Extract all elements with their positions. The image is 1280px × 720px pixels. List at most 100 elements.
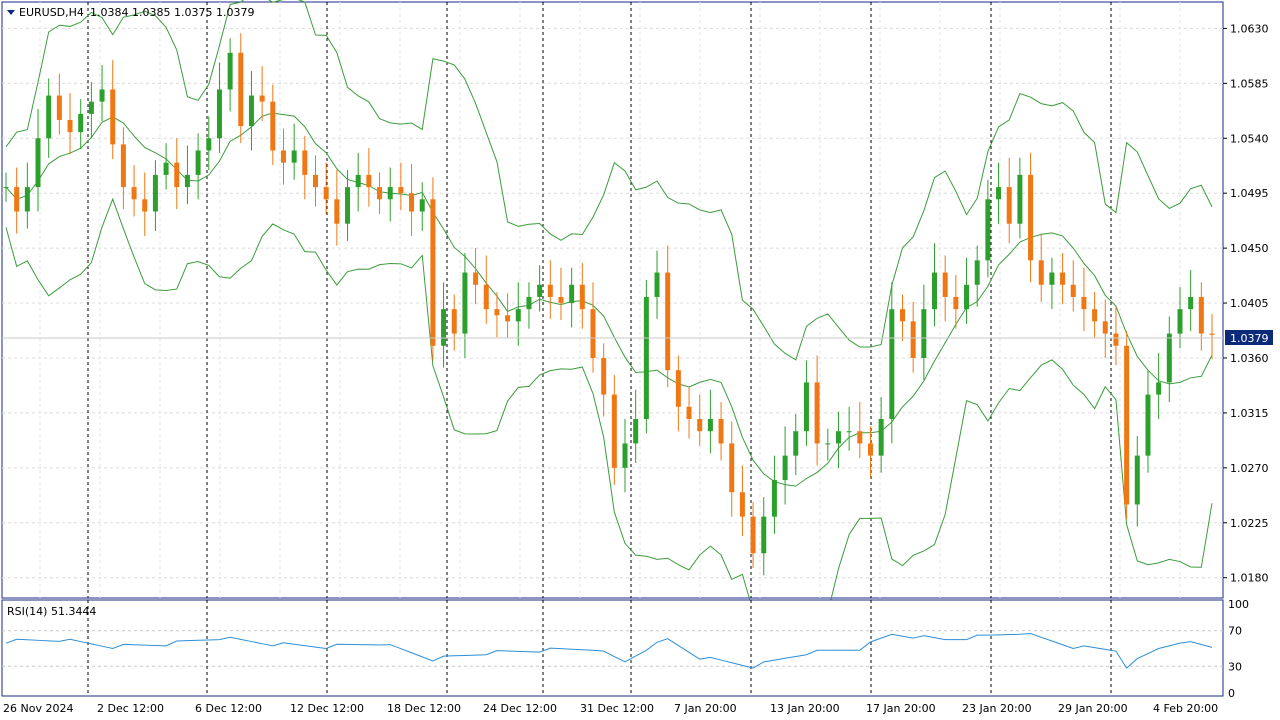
candle-body	[697, 419, 703, 432]
candle-body	[1145, 394, 1151, 456]
candle-body	[665, 272, 671, 371]
candle-body	[1038, 260, 1044, 285]
candle-body	[366, 174, 372, 188]
candle-body	[579, 284, 585, 310]
rsi-pane[interactable]	[1, 599, 1224, 697]
price-tick-label: 1.0360	[1230, 352, 1269, 365]
time-label: 4 Feb 20:00	[1153, 702, 1218, 715]
candle-body	[46, 95, 52, 139]
candle-body	[1017, 174, 1023, 224]
candle-body	[1188, 296, 1194, 310]
candle-body	[1049, 272, 1055, 285]
candle-body	[974, 260, 980, 285]
time-label: 7 Jan 20:00	[674, 702, 737, 715]
candle-body	[334, 199, 340, 224]
candle-body	[569, 284, 575, 304]
candle-body	[280, 150, 286, 163]
candle-body	[1198, 296, 1204, 334]
candle-body	[537, 284, 543, 297]
price-tick-label: 1.0495	[1230, 187, 1269, 200]
candle-body	[227, 52, 233, 90]
bollinger-lower	[5, 197, 1213, 632]
candle-body	[1177, 309, 1183, 334]
candle-body	[515, 309, 521, 322]
rsi-label: RSI(14) 51.3444	[7, 605, 96, 618]
candle-body	[67, 119, 73, 133]
candle-body	[206, 138, 212, 151]
candle-body	[313, 174, 319, 188]
candle-body	[1156, 382, 1162, 395]
rsi-period-separators	[87, 600, 1112, 696]
candle-body	[398, 187, 404, 194]
candle-body	[142, 199, 148, 212]
candle-body	[505, 315, 511, 322]
price-pane[interactable]	[1, 1, 1224, 599]
candle-body	[878, 419, 884, 456]
candle-body	[675, 370, 681, 407]
candle-body	[910, 321, 916, 358]
candle-body	[56, 95, 62, 120]
candle-body	[996, 187, 1002, 200]
price-tick-label: 1.0585	[1230, 77, 1269, 90]
candle-body	[302, 150, 308, 175]
bollinger-middle	[5, 112, 1213, 487]
candle-body	[1209, 333, 1215, 335]
candle-body	[238, 52, 244, 127]
candle-body	[707, 419, 713, 432]
time-label: 18 Dec 12:00	[387, 702, 461, 715]
price-tick-label: 1.0450	[1230, 242, 1269, 255]
candle-body	[953, 296, 959, 310]
candle-body	[174, 162, 180, 188]
time-label: 13 Jan 20:00	[770, 702, 840, 715]
candle-body	[846, 431, 852, 433]
candle-body	[152, 174, 158, 212]
candle-body	[270, 101, 276, 151]
candle-body	[803, 382, 809, 432]
time-label: 6 Dec 12:00	[195, 702, 262, 715]
candle-body	[825, 443, 831, 445]
rsi-tick-label: 70	[1228, 625, 1242, 638]
candle-body	[526, 296, 532, 310]
candle-body	[1113, 333, 1119, 346]
bollinger-upper	[5, 0, 1213, 361]
candle-body	[793, 431, 799, 456]
candle-body	[387, 187, 393, 200]
candle-body	[35, 138, 41, 188]
candle-body	[355, 174, 361, 188]
time-label: 12 Dec 12:00	[290, 702, 364, 715]
candle-body	[1102, 321, 1108, 334]
candle-body	[1006, 187, 1012, 224]
candle-body	[750, 516, 756, 554]
candle-body	[409, 193, 415, 212]
price-tick-label: 1.0225	[1230, 517, 1269, 530]
time-label: 31 Dec 12:00	[580, 702, 654, 715]
candle-body	[419, 199, 425, 212]
candle-body	[291, 150, 297, 163]
price-tick-label: 1.0270	[1230, 462, 1269, 475]
price-tick-label: 1.0630	[1230, 22, 1269, 35]
rsi-axis: 100 70 30 0	[1228, 598, 1249, 700]
candle-body	[345, 187, 351, 224]
candle-body	[985, 199, 991, 261]
candle-body	[899, 309, 905, 322]
candle-body	[932, 272, 938, 310]
candle-body	[99, 89, 105, 102]
candle-body	[857, 431, 863, 444]
candle-body	[110, 89, 116, 145]
candle-body	[1060, 272, 1066, 285]
triangle-down-icon[interactable]	[7, 10, 15, 15]
candle-body	[462, 272, 468, 334]
candle-body	[441, 309, 447, 346]
candle-body	[451, 309, 457, 334]
price-tick-label: 1.0180	[1230, 572, 1269, 585]
candle-body	[3, 187, 9, 189]
candle-body	[633, 419, 639, 444]
candle-body	[835, 431, 841, 444]
candle-body	[761, 516, 767, 554]
price-axis[interactable]: 1.0630 1.0585 1.0540 1.0495 1.0450 1.0405 1.03…	[1223, 22, 1269, 585]
price-tick-label: 1.0405	[1230, 297, 1269, 310]
candle-body	[377, 187, 383, 200]
candle-body	[942, 272, 948, 297]
candle-body	[1166, 333, 1172, 383]
